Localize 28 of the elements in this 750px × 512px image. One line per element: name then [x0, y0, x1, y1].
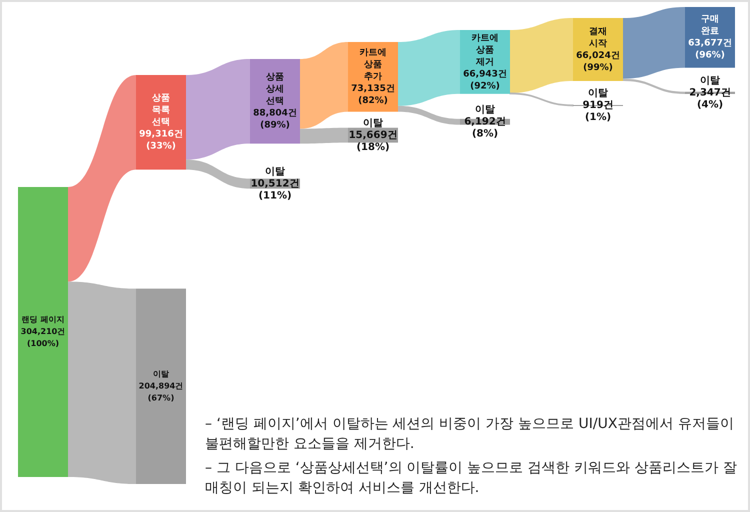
data-label: 204,894건 (67%)	[138, 381, 184, 402]
data-label: 304,210건 (100%)	[20, 327, 66, 348]
text: – ‘랜딩 페이지’에서 이탈하는 세션의 비중이 가장 높으므로 UI/UX관점에서 유저들이 불편해할만한 요소들을 제거한다.	[205, 415, 735, 454]
category-label: 이탈	[700, 75, 720, 86]
data-label: 2,347건 (4%)	[689, 87, 731, 110]
data-label: 66,024건 (99%)	[576, 50, 620, 73]
data-label: 6,192건 (8%)	[464, 116, 506, 140]
category-label: 이탈	[363, 118, 383, 129]
data-label: 88,804건 (89%)	[253, 108, 297, 131]
category-label: 랜딩 페이지	[22, 315, 64, 324]
category-label: 카트에 상품 추가	[360, 48, 386, 82]
category-label: 구매 완료	[701, 14, 719, 37]
category-label: 이탈	[588, 88, 608, 99]
data-label: 919건 (1%)	[582, 100, 614, 123]
data-label: 63,677건 (96%)	[688, 38, 732, 61]
category-label: 이탈	[475, 104, 495, 116]
data-label: 15,669건 (18%)	[348, 130, 398, 153]
category-label: 이탈	[153, 369, 169, 378]
text: – 그 다음으로 ‘상품상세선택’의 이탈률이 높으므로 검색한 키워드와 상품리스트가 잘 매칭이 되는지 확인하여 서비스를 개선한다.	[205, 459, 738, 498]
data-label: 99,316건 (33%)	[139, 130, 183, 152]
category-label: 카트에 상품 제거	[472, 33, 498, 68]
category-label: 결재 시작	[589, 26, 607, 49]
category-label: 상품 상세 선택	[266, 72, 284, 107]
data-label: 73,135건 (82%)	[351, 84, 395, 106]
data-label: 66,943건 (92%)	[463, 69, 507, 92]
category-label: 이탈	[265, 166, 285, 178]
category-label: 상품 목록 선택	[152, 94, 170, 128]
data-label: 10,512건 (11%)	[250, 178, 300, 202]
